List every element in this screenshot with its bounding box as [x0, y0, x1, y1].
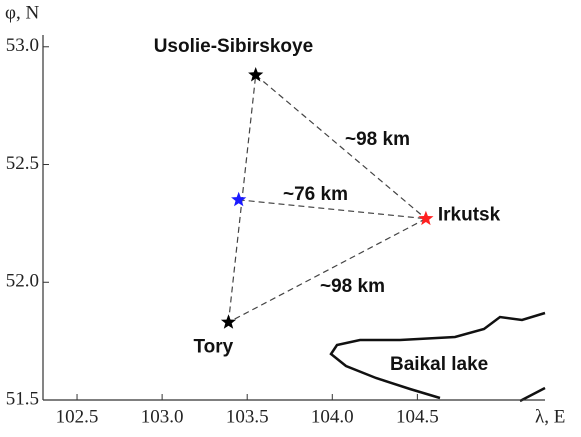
x-tick-label: 104.5 — [396, 406, 439, 427]
point-label: Irkutsk — [438, 205, 501, 226]
annotation: Baikal lake — [390, 354, 488, 375]
annotation: ~98 km — [345, 129, 410, 150]
y-tick-label: 51.5 — [6, 388, 39, 409]
distance-line — [228, 218, 427, 323]
point-label: Tory — [193, 336, 233, 357]
point-label: Usolie-Sibirskoye — [154, 36, 313, 57]
distance-line — [238, 199, 426, 220]
y-axis-label: φ, N — [5, 2, 39, 23]
annotation: ~76 km — [283, 184, 348, 205]
y-tick-label: 53.0 — [6, 35, 39, 56]
x-axis-label: λ, E — [535, 406, 565, 427]
annotation: ~98 km — [320, 276, 385, 297]
distance-line — [255, 74, 427, 220]
point — [231, 191, 247, 207]
y-tick-label: 52.5 — [6, 153, 39, 174]
x-tick-label: 103.5 — [226, 406, 269, 427]
x-tick-label: 104.0 — [311, 406, 354, 427]
y-tick-label: 52.0 — [6, 271, 39, 292]
point — [418, 210, 434, 226]
point — [220, 314, 237, 329]
x-tick-label: 103.0 — [141, 406, 184, 427]
lake-shore — [329, 311, 546, 403]
point — [248, 67, 264, 82]
x-tick-label: 102.5 — [56, 406, 99, 427]
